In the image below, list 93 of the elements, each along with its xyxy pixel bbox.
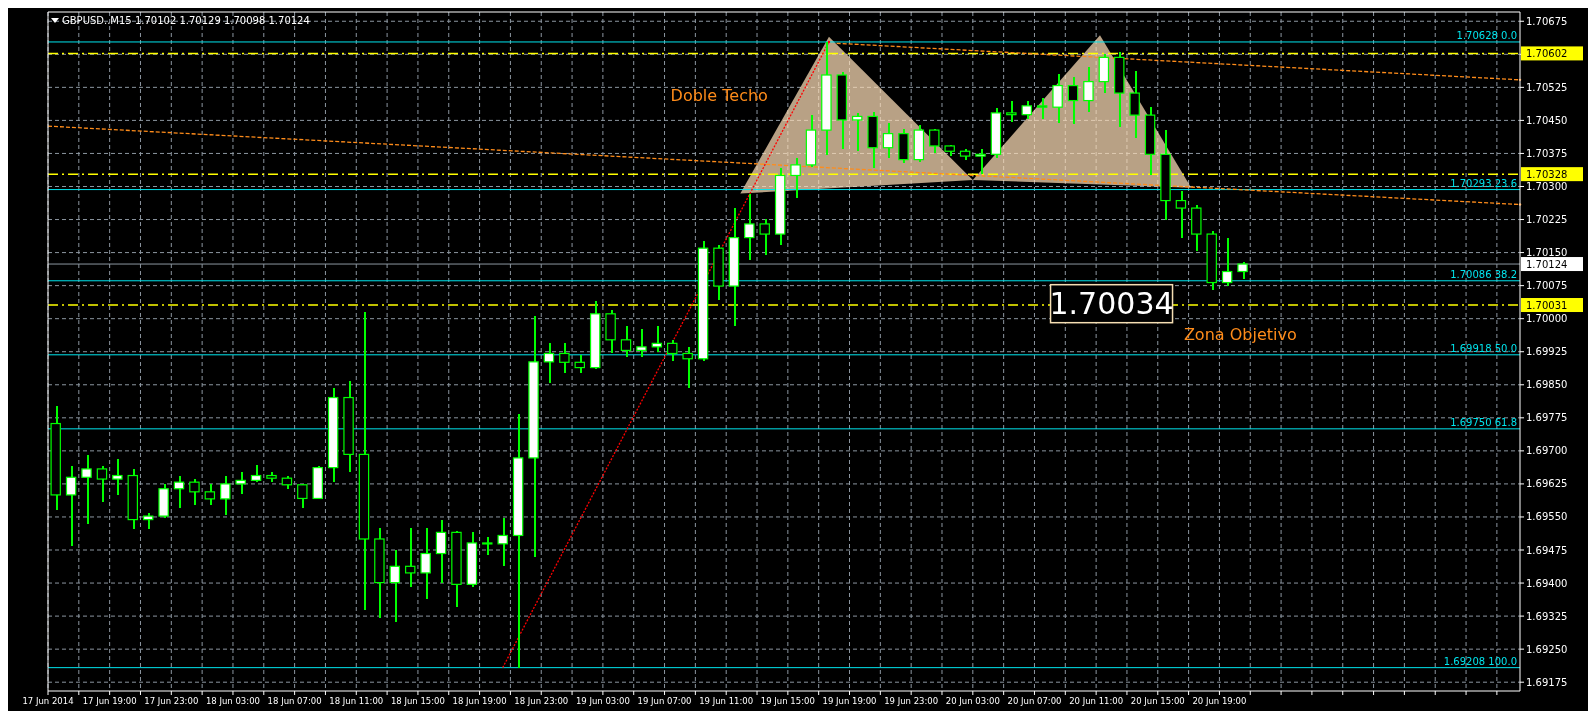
candlestick	[559, 342, 570, 374]
ref-line-label: 1.70602	[1526, 47, 1568, 59]
candlestick	[620, 325, 632, 359]
y-tick-label: 1.69550	[1526, 511, 1568, 523]
candlestick	[81, 454, 92, 526]
y-tick-label: 1.69775	[1526, 412, 1568, 424]
candlestick	[975, 148, 986, 175]
candlestick	[543, 342, 555, 384]
ref-line-label: 1.69208 100.0	[1443, 655, 1517, 667]
candlestick	[1129, 69, 1140, 139]
x-tick-label: 19 Jun 19:00	[822, 696, 877, 706]
y-tick-label: 1.70375	[1526, 147, 1568, 159]
x-tick-label: 18 Jun 03:00	[205, 696, 260, 706]
y-tick-label: 1.69700	[1526, 445, 1568, 457]
y-tick-label: 1.70150	[1526, 247, 1568, 259]
x-tick-label: 17 Jun 23:00	[144, 696, 199, 706]
ref-line-label: 1.69918 50.0	[1450, 342, 1517, 354]
candlestick	[173, 474, 185, 510]
x-tick-label: 20 Jun 19:00	[1192, 696, 1247, 706]
candlestick	[435, 518, 447, 584]
ref-line-label: 1.69750 61.8	[1450, 416, 1517, 428]
x-tick-label: 20 Jun 11:00	[1069, 696, 1124, 706]
y-tick-label: 1.69625	[1526, 478, 1568, 490]
candlestick	[405, 526, 416, 589]
x-tick-label: 17 Jun 2014	[22, 696, 74, 706]
y-tick-label: 1.69850	[1526, 379, 1568, 391]
candlestick	[1221, 237, 1233, 287]
y-tick-label: 1.70300	[1526, 180, 1568, 192]
y-tick-label: 1.69925	[1526, 346, 1568, 358]
x-tick-label: 20 Jun 15:00	[1130, 696, 1185, 706]
x-tick-label: 18 Jun 11:00	[329, 696, 384, 706]
candlestick	[929, 128, 940, 154]
y-tick-label: 1.69325	[1526, 610, 1568, 622]
y-tick-label: 1.70525	[1526, 81, 1568, 93]
y-tick-label: 1.70225	[1526, 214, 1568, 226]
ref-line-label: 1.70086 38.2	[1450, 268, 1517, 280]
chart-title: GBPUSD..M15 1.70102 1.70129 1.70098 1.70124	[62, 15, 310, 26]
candlestick	[759, 217, 770, 256]
candlestick	[482, 536, 493, 557]
ref-line-label: 1.70328	[1526, 168, 1568, 180]
x-tick-label: 19 Jun 15:00	[760, 696, 815, 706]
candlestick	[204, 482, 216, 506]
ref-line-label: 1.70031	[1526, 299, 1568, 311]
x-tick-label: 18 Jun 23:00	[514, 696, 569, 706]
candlestick	[1175, 190, 1187, 240]
candlestick	[744, 193, 755, 262]
candlestick	[220, 474, 231, 516]
candlestick	[636, 328, 647, 359]
y-tick-label: 1.70675	[1526, 15, 1568, 27]
candlestick	[1083, 66, 1094, 113]
x-tick-label: 18 Jun 07:00	[267, 696, 322, 706]
candlestick	[651, 325, 663, 353]
x-tick-label: 17 Jun 19:00	[82, 696, 137, 706]
x-tick-label: 19 Jun 07:00	[637, 696, 692, 706]
candlestick	[297, 482, 308, 510]
x-tick-label: 20 Jun 07:00	[1007, 696, 1062, 706]
candlestick	[65, 465, 77, 547]
candlestick	[189, 478, 200, 506]
x-tick-label: 18 Jun 15:00	[390, 696, 445, 706]
y-tick-label: 1.69475	[1526, 544, 1568, 556]
candlestick	[667, 338, 678, 362]
candlestick	[112, 458, 123, 496]
x-tick-label: 19 Jun 23:00	[884, 696, 939, 706]
candlestick	[882, 121, 894, 159]
y-tick-label: 1.69400	[1526, 577, 1568, 589]
candlestick	[389, 549, 401, 623]
candlestick	[96, 465, 108, 503]
candlestick	[420, 526, 431, 600]
candlestick	[1052, 73, 1063, 124]
candlestick	[497, 516, 508, 568]
candlestick	[1067, 76, 1079, 126]
y-tick-label: 1.70450	[1526, 114, 1568, 126]
annotation: 1.70034	[1049, 286, 1174, 322]
candlestick	[1006, 100, 1017, 123]
x-tick-label: 19 Jun 11:00	[699, 696, 754, 706]
annotation: Zona Objetivo	[1183, 325, 1297, 345]
y-tick-label: 1.70075	[1526, 280, 1568, 292]
candlestick	[682, 345, 693, 390]
candlestick	[851, 111, 863, 153]
candlestick	[235, 471, 246, 495]
ref-line-label: 1.70293 23.6	[1450, 177, 1517, 189]
y-tick-label: 1.69175	[1526, 676, 1568, 688]
ref-line-label: 1.70628 0.0	[1456, 29, 1517, 41]
x-tick-label: 20 Jun 03:00	[945, 696, 1000, 706]
ref-line-label: 1.70124	[1526, 258, 1568, 270]
candlestick	[1036, 97, 1048, 121]
x-tick-label: 19 Jun 03:00	[575, 696, 630, 706]
candlestick	[790, 156, 801, 199]
candlestick	[1021, 99, 1032, 121]
y-tick-label: 1.70000	[1526, 313, 1568, 325]
annotation: Doble Techo	[670, 86, 768, 106]
x-tick-label: 18 Jun 19:00	[452, 696, 507, 706]
y-tick-label: 1.69250	[1526, 643, 1568, 655]
